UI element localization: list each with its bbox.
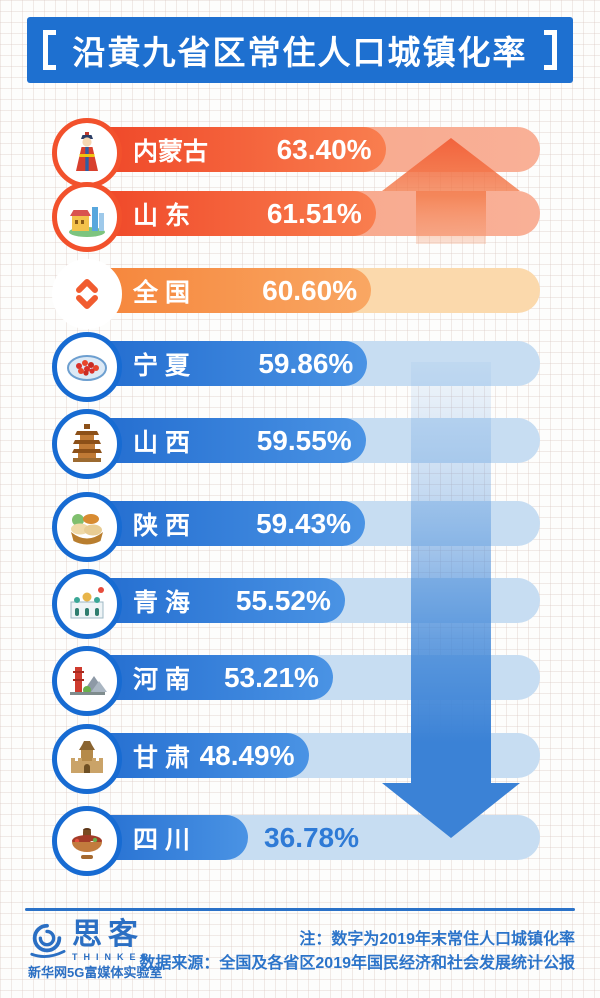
inner-mongolia-costume-icon [76, 132, 98, 171]
row-inner-mongolia: 内蒙古 63.40% [0, 118, 600, 190]
value-label: 61.51% [266, 197, 362, 229]
province-label: 青 海 [133, 588, 190, 617]
decline-arrow-icon [382, 362, 520, 838]
logo-text: 思客 [72, 918, 144, 951]
rise-arrow-icon [382, 138, 520, 244]
value-label: 48.49% [199, 739, 295, 771]
logo-subtext: THINKER [72, 952, 154, 962]
value-label: 36.78% [264, 821, 360, 853]
ningxia-goji-berries-icon [67, 355, 107, 381]
province-badge [52, 569, 122, 639]
bracket-right-icon [544, 30, 557, 70]
footer-divider [25, 908, 575, 911]
national-updown-icon [76, 279, 98, 309]
value-label: 59.43% [256, 507, 352, 539]
footnote-definition: 注：数字为2019年末常住人口城镇化率 [299, 931, 575, 948]
province-badge [52, 118, 122, 188]
province-badge [52, 492, 122, 562]
bar-track: 全 国 60.60% [58, 268, 540, 313]
province-badge [52, 806, 122, 876]
province-badge [52, 182, 122, 252]
province-badge [52, 724, 122, 794]
thinker-logo: 思客 THINKER [28, 920, 154, 962]
bar-chart: 内蒙古 63.40% 山 东 61.51% [0, 118, 600, 876]
province-label: 四 川 [133, 825, 190, 854]
shaanxi-bread-basket-icon [71, 514, 103, 545]
province-label: 陕 西 [133, 511, 190, 540]
province-label: 宁 夏 [133, 351, 190, 380]
value-label: 59.86% [258, 347, 354, 379]
province-badge [52, 646, 122, 716]
province-label: 山 西 [133, 428, 190, 457]
national-badge [52, 259, 122, 329]
value-label: 60.60% [262, 274, 358, 306]
province-label: 甘 肃 [133, 743, 190, 772]
shandong-landmark-icon [69, 207, 105, 237]
shanxi-pagoda-icon [72, 424, 102, 462]
value-label: 53.21% [223, 661, 319, 693]
province-label: 全 国 [133, 278, 190, 307]
row-national: 全 国 60.60% [0, 259, 600, 331]
title-banner: 沿黄九省区常住人口城镇化率 [27, 17, 573, 83]
province-badge [52, 332, 122, 402]
logo-org-line: 新华网5G富媒体实验室 [28, 965, 163, 980]
henan-landmark-icon [70, 667, 107, 695]
thinker-spiral-icon [30, 923, 66, 958]
qinghai-monastery-icon [70, 587, 104, 619]
province-label: 河 南 [133, 665, 190, 694]
value-label: 55.52% [235, 584, 331, 616]
sichuan-hotpot-icon [72, 828, 102, 859]
value-label: 59.55% [256, 424, 352, 456]
page-title: 沿黄九省区常住人口城镇化率 [72, 34, 528, 71]
footnotes: 注：数字为2019年末常住人口城镇化率 数据来源：全国及各省区2019年国民经济… [139, 928, 575, 976]
province-label: 内蒙古 [133, 137, 209, 166]
row-ningxia: 宁 夏 59.86% [0, 332, 600, 404]
value-label: 63.40% [276, 133, 372, 165]
province-label: 山 东 [133, 201, 190, 230]
footnote-source: 数据来源：全国及各省区2019年国民经济和社会发展统计公报 [139, 955, 575, 972]
province-badge [52, 409, 122, 479]
bracket-left-icon [43, 30, 56, 70]
gansu-fortress-icon [71, 741, 103, 773]
